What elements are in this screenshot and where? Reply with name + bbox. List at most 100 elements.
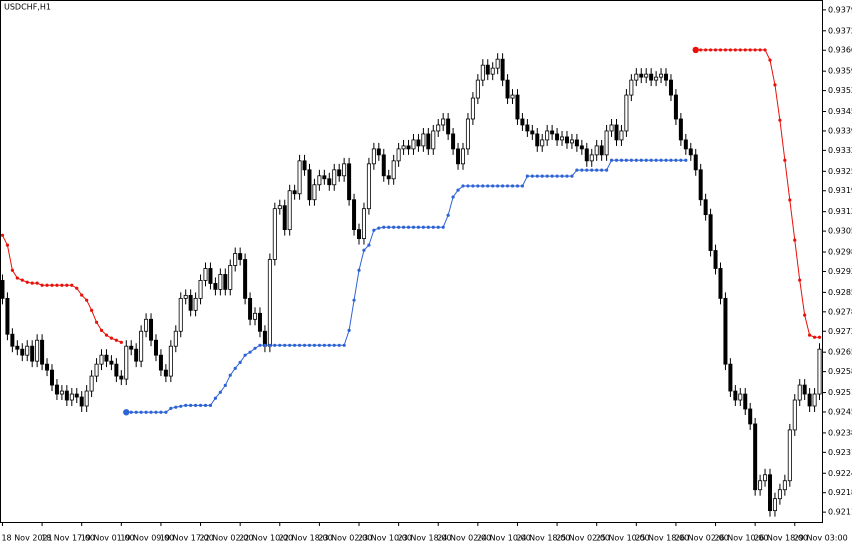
indicator-dot — [268, 343, 272, 347]
candle-body — [698, 169, 703, 201]
indicator-dot — [808, 333, 812, 337]
indicator-dot — [129, 410, 133, 414]
candle-body — [139, 330, 144, 362]
candle-body — [327, 178, 332, 186]
indicator-dot — [406, 225, 411, 229]
candle-body — [768, 474, 773, 512]
indicator-dot — [773, 83, 777, 87]
candle-body — [178, 297, 183, 332]
indicator-dot — [743, 48, 747, 52]
indicator-dot — [684, 158, 688, 162]
indicator-dot — [431, 225, 435, 229]
indicator-dot — [263, 343, 267, 347]
candle-body — [114, 363, 119, 377]
candle-body — [253, 312, 258, 320]
y-tick-label: 0.92650 — [828, 348, 852, 357]
indicator-dot — [307, 343, 312, 347]
indicator-dot — [798, 278, 802, 282]
indicator-dot — [317, 343, 321, 347]
candle-body — [787, 429, 792, 482]
indicator-dot — [10, 268, 14, 272]
candle-body — [54, 384, 59, 395]
x-tick-label: 25 Nov 18:00 — [635, 534, 689, 543]
indicator-dot — [461, 184, 465, 188]
candle-body — [505, 79, 510, 99]
indicator-dot — [699, 48, 703, 52]
indicator-dot — [692, 46, 699, 54]
indicator-dot — [575, 168, 579, 172]
y-tick-label: 0.92985 — [828, 248, 852, 257]
candle-body — [525, 124, 530, 132]
indicator-dot — [614, 158, 619, 162]
candle-body — [352, 199, 357, 231]
candle-body — [302, 160, 307, 171]
y-tick-label: 0.92720 — [828, 327, 852, 336]
indicator-dot — [189, 403, 193, 408]
candle-body — [763, 474, 768, 482]
indicator-dot — [65, 283, 69, 287]
indicator-dot — [753, 48, 757, 52]
candle-body — [99, 354, 104, 365]
indicator-dot — [793, 238, 797, 242]
indicator-dot — [357, 268, 361, 272]
indicator-dot — [496, 184, 500, 188]
candle-body — [307, 169, 312, 201]
y-tick-label: 0.93325 — [828, 146, 852, 155]
y-tick-label: 0.93055 — [828, 227, 852, 236]
indicator-dot — [476, 184, 480, 188]
y-tick-label: 0.92515 — [828, 388, 852, 397]
indicator-dot — [174, 405, 178, 409]
candle-body — [812, 393, 817, 407]
candle-body — [49, 369, 54, 386]
x-tick-label: 22 Nov 18:00 — [279, 534, 333, 543]
plot-frame — [0, 0, 823, 523]
candle-body — [238, 253, 243, 260]
indicator-dot — [456, 188, 460, 192]
y-tick-label: 0.93455 — [828, 107, 852, 116]
indicator-dot — [609, 158, 614, 162]
x-tick-label: 24 Nov 02:00 — [437, 534, 491, 543]
candle-body — [79, 396, 84, 407]
x-tick-label: 23 Nov 18:00 — [398, 534, 452, 543]
candle-body — [510, 94, 515, 99]
indicator-dot — [481, 184, 485, 188]
indicator-dot — [134, 410, 138, 414]
candle-body — [267, 259, 272, 347]
indicator-dot — [560, 174, 564, 178]
indicator-dot — [510, 184, 515, 188]
candle-body — [535, 133, 540, 147]
y-tick-label: 0.92785 — [828, 307, 852, 316]
indicator-dot — [293, 343, 297, 347]
candle-body — [198, 280, 203, 299]
x-tick-label: 24 Nov 18:00 — [516, 534, 570, 543]
y-tick-label: 0.92450 — [828, 407, 852, 416]
candle-body — [124, 345, 129, 380]
candle-body — [416, 139, 421, 147]
x-tick-label: 19 Nov 09:00 — [120, 534, 174, 543]
indicator-dot — [99, 328, 104, 332]
candle-body — [342, 163, 347, 177]
indicator-dot — [114, 338, 118, 342]
indicator-dot — [639, 158, 643, 162]
x-tick-label: 26 Nov 02:00 — [675, 534, 729, 543]
candle-body — [421, 133, 426, 147]
candle-body — [574, 139, 579, 147]
candle-body — [639, 73, 644, 78]
candle-body — [485, 64, 490, 75]
indicator-dot — [644, 158, 648, 162]
indicator-dot — [273, 343, 277, 347]
candle-body — [282, 205, 287, 231]
candle-body — [782, 480, 787, 491]
indicator-dot — [119, 340, 123, 344]
indicator-dot — [812, 335, 817, 339]
candle-body — [718, 268, 723, 299]
candle-body — [30, 345, 35, 362]
candle-body — [550, 130, 555, 135]
candle-body — [381, 154, 386, 177]
x-tick-label: 24 Nov 10:00 — [477, 534, 531, 543]
candle-body — [188, 294, 193, 311]
candle-body — [748, 408, 753, 425]
indicator-dot — [501, 184, 505, 188]
indicator-dot — [35, 281, 39, 285]
x-tick-label: 23 Nov 02:00 — [318, 534, 372, 543]
